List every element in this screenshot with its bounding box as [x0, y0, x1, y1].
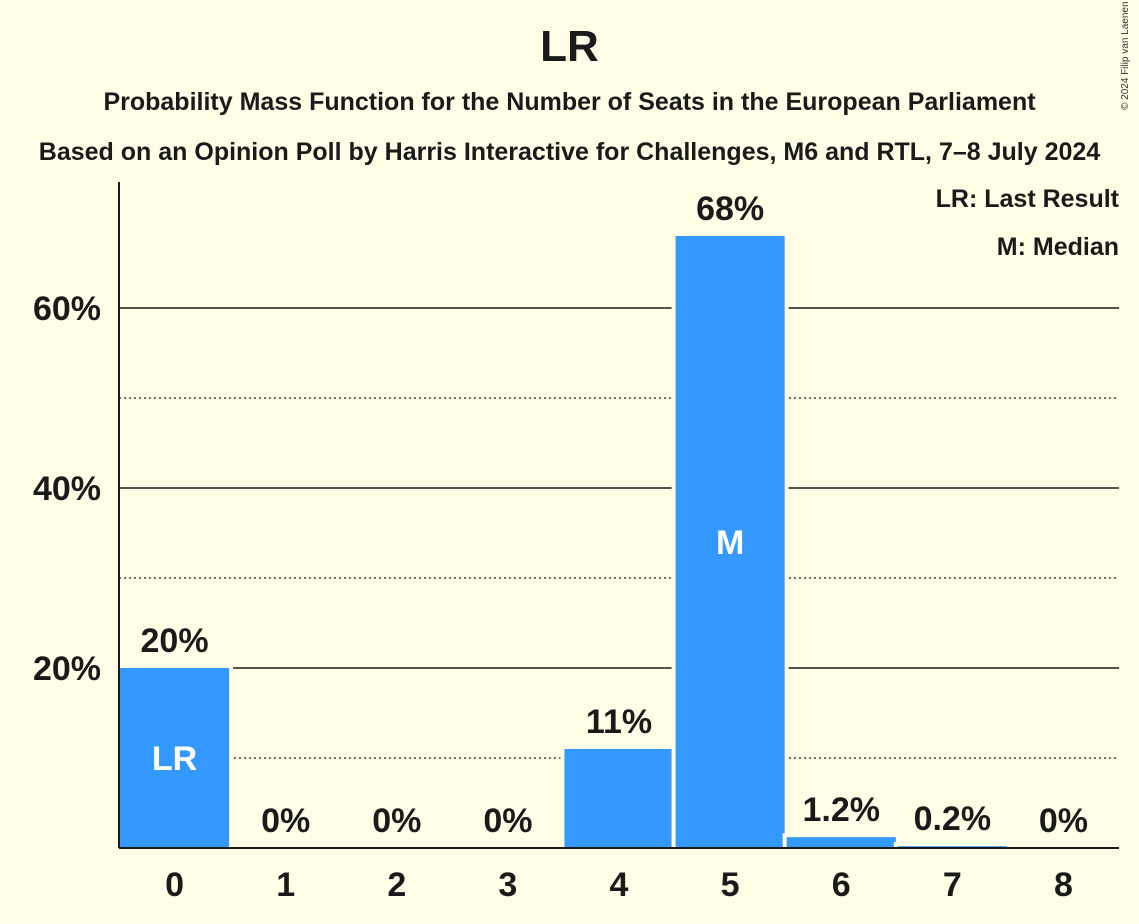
- x-tick-label: 1: [276, 866, 295, 904]
- chart-title: LR: [540, 22, 599, 71]
- chart-subtitle-poll: Based on an Opinion Poll by Harris Inter…: [38, 138, 1101, 166]
- bar: [786, 837, 896, 848]
- bar: [564, 749, 674, 848]
- bar-value-label: 11%: [586, 703, 652, 741]
- x-tick-label: 5: [721, 866, 740, 904]
- x-tick-label: 6: [832, 866, 851, 904]
- bar: [675, 236, 785, 848]
- bar-marker-label: M: [716, 524, 744, 562]
- bar-halo: [893, 842, 1011, 848]
- bar-value-label: 0%: [372, 802, 421, 840]
- y-tick-label: 60%: [33, 290, 101, 328]
- x-tick-label: 0: [165, 866, 184, 904]
- legend-median: M: Median: [996, 233, 1119, 261]
- x-tick-label: 3: [498, 866, 517, 904]
- bar-marker-label: LR: [152, 740, 197, 778]
- x-tick-label: 7: [943, 866, 962, 904]
- bar-value-label: 0%: [261, 802, 310, 840]
- x-tick-label: 4: [610, 866, 629, 904]
- x-tick-label: 2: [387, 866, 406, 904]
- bar-value-label: 0%: [1039, 802, 1088, 840]
- x-tick-label: 8: [1054, 866, 1073, 904]
- legend-last-result: LR: Last Result: [935, 185, 1119, 213]
- bar-value-label: 1.2%: [802, 791, 880, 829]
- bar: [120, 668, 230, 848]
- bar-value-label: 20%: [141, 622, 209, 660]
- y-tick-label: 40%: [33, 470, 101, 508]
- bar-value-label: 0%: [483, 802, 532, 840]
- bar-value-label: 68%: [696, 190, 764, 228]
- chart-subtitle: Probability Mass Function for the Number…: [103, 88, 1036, 116]
- bar-value-label: 0.2%: [914, 800, 992, 838]
- y-tick-label: 20%: [33, 650, 101, 688]
